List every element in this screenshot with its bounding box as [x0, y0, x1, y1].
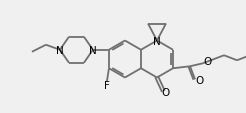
Text: N: N: [56, 45, 64, 55]
Text: N: N: [153, 36, 161, 46]
Text: O: O: [203, 57, 211, 67]
Text: N: N: [89, 45, 97, 55]
Text: O: O: [162, 88, 170, 98]
Text: O: O: [195, 76, 203, 86]
Text: F: F: [104, 81, 110, 90]
